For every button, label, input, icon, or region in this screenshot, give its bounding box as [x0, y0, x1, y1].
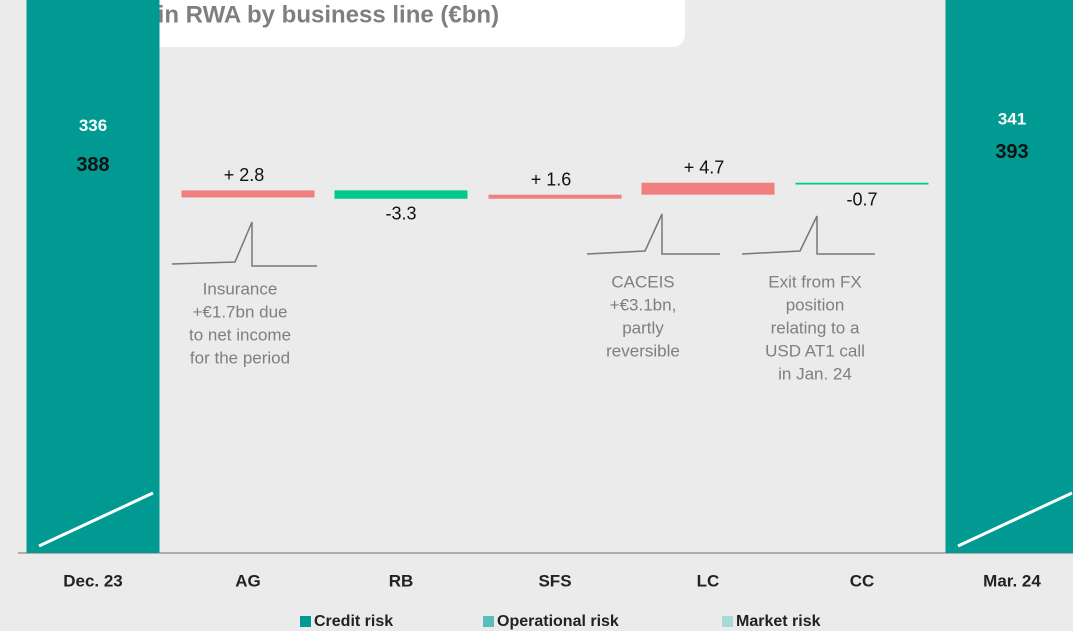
legend-swatch — [483, 616, 494, 627]
axis-break — [38, 491, 154, 548]
axis-break — [957, 491, 1073, 548]
change-label: -3.3 — [385, 203, 416, 223]
change-bar — [488, 194, 622, 199]
total-label: 388 — [76, 154, 109, 176]
annotation: reversible — [606, 341, 680, 360]
annotation: to net income — [189, 325, 291, 344]
total-label: 393 — [995, 141, 1028, 163]
legend-label: Credit risk — [314, 613, 393, 630]
change-label: + 1.6 — [531, 169, 572, 189]
title-box — [33, 0, 685, 47]
annotation: for the period — [190, 348, 290, 367]
change-bar — [641, 182, 775, 195]
change-label: + 4.7 — [684, 157, 725, 177]
x-tick-label: AG — [235, 571, 261, 590]
x-tick-label: CC — [850, 571, 875, 590]
annotation: +€1.7bn due — [192, 302, 287, 321]
annotation: CACEIS — [611, 272, 674, 291]
stack-segment — [26, 0, 160, 554]
badge-text: +1,3% — [992, 36, 1038, 53]
legend-label: Market risk — [736, 613, 821, 630]
change-bar — [795, 182, 929, 185]
annotation: position — [786, 295, 845, 314]
change-bar — [334, 190, 468, 199]
annotation: USD AT1 call — [765, 341, 865, 360]
annotation: Insurance — [203, 279, 278, 298]
x-tick-label: SFS — [538, 571, 571, 590]
change-label: + 2.8 — [224, 165, 265, 185]
annotation: relating to a — [771, 318, 860, 337]
change-bar — [181, 190, 315, 198]
segment-label: 341 — [998, 110, 1026, 129]
x-tick-label: LC — [697, 571, 720, 590]
legend-label: Operational risk — [497, 613, 619, 630]
x-tick-label: Mar. 24 — [983, 571, 1041, 590]
annotation: +€3.1bn, — [610, 295, 677, 314]
change-label: -0.7 — [846, 189, 877, 209]
badge-text: Mds€ — [995, 78, 1034, 95]
x-tick-label: RB — [389, 571, 414, 590]
legend-swatch — [300, 616, 311, 627]
annotation-icons — [171, 213, 875, 267]
annotation: Exit from FX — [768, 272, 862, 291]
segment-label: 336 — [79, 116, 107, 135]
annotation: partly — [622, 318, 664, 337]
stack-segment — [945, 0, 1073, 554]
badge-text: +5,1 — [999, 57, 1031, 74]
legend-swatch — [722, 616, 733, 627]
annotation: in Jan. 24 — [778, 364, 852, 383]
x-tick-label: Dec. 23 — [63, 571, 123, 590]
